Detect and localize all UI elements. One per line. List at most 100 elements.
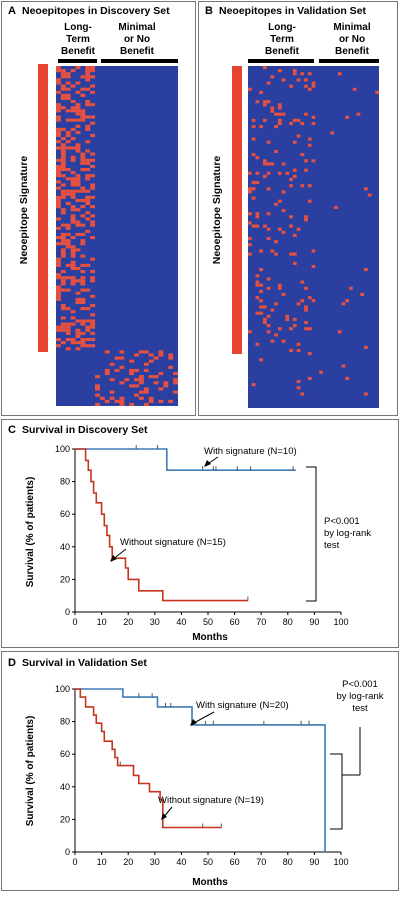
heatmap-cell <box>80 276 86 280</box>
heatmap-cell <box>129 359 135 363</box>
heatmap-cell <box>143 390 149 394</box>
heatmap-cell <box>307 137 312 141</box>
heatmap-cell <box>65 239 71 243</box>
heatmap-cell <box>281 339 286 343</box>
heatmap-cell <box>75 341 81 345</box>
heatmap-cell <box>270 339 275 343</box>
heatmap-cell <box>75 319 81 323</box>
heatmap-cell <box>65 189 71 193</box>
heatmap-cell <box>262 224 267 228</box>
heatmap-cell <box>143 368 149 372</box>
heatmap-cell <box>56 174 61 178</box>
heatmap-cell <box>75 266 81 270</box>
heatmap-cell <box>95 393 100 397</box>
heatmap-cell <box>56 325 61 329</box>
heatmap-cell <box>85 195 91 199</box>
heatmap-cell <box>70 146 76 150</box>
heatmap-cell <box>60 251 66 255</box>
panel-d-pvalue-l2: by log-rank <box>337 691 384 702</box>
heatmap-cell <box>364 268 368 272</box>
heatmap-cell <box>300 184 305 188</box>
heatmap-cell <box>56 217 61 221</box>
heatmap-cell <box>277 327 282 331</box>
heatmap-cell <box>255 283 260 287</box>
panel-d-xlabel: Months <box>192 877 228 888</box>
heatmap-cell <box>60 69 66 73</box>
heatmap-cell <box>248 252 252 256</box>
heatmap-cell <box>90 84 96 88</box>
heatmap-cell <box>248 237 252 241</box>
heatmap-cell <box>85 103 91 107</box>
heatmap-cell <box>251 187 256 191</box>
heatmap-cell <box>277 121 282 126</box>
heatmap-cell <box>60 84 66 88</box>
heatmap-cell <box>85 149 91 153</box>
heatmap-cell <box>90 186 96 190</box>
heatmap-cell <box>60 307 66 311</box>
heatmap-cell <box>277 227 282 231</box>
heatmap-cell <box>90 322 96 326</box>
heatmap-cell <box>90 304 96 308</box>
heatmap-cell <box>289 177 293 182</box>
heatmap-cell <box>70 84 76 88</box>
heatmap-cell <box>143 402 149 406</box>
heatmap-cell <box>85 325 91 329</box>
heatmap-cell <box>289 224 293 228</box>
x-tick-label: 40 <box>176 617 186 627</box>
heatmap-cell <box>95 387 100 391</box>
panel-d-with-label: With signature (N=20) <box>196 700 289 711</box>
panel-b-group1-l1: Long- <box>268 22 296 33</box>
heatmap-cell <box>168 356 174 360</box>
heatmap-cell <box>289 184 293 188</box>
heatmap-cell <box>65 276 71 280</box>
heatmap-cell <box>75 347 81 351</box>
heatmap-cell <box>296 302 301 306</box>
heatmap-cell <box>75 106 81 110</box>
heatmap-cell <box>364 187 368 191</box>
panel-b-signature-bar <box>232 66 242 354</box>
panel-b-group2-bracket <box>319 59 379 63</box>
y-tick-label: 100 <box>55 684 70 694</box>
heatmap-cell <box>360 292 365 297</box>
heatmap-cell <box>60 137 66 141</box>
heatmap-cell <box>60 325 66 329</box>
panel-a-frame <box>1 1 196 416</box>
x-tick-label: 50 <box>203 617 213 627</box>
heatmap-cell <box>114 368 120 372</box>
heatmap-cell <box>277 283 282 287</box>
heatmap-cell <box>292 261 297 265</box>
heatmap-cell <box>56 226 61 230</box>
heatmap-cell <box>60 75 66 79</box>
heatmap-cell <box>352 87 357 91</box>
heatmap-cell <box>259 90 263 94</box>
x-tick-label: 70 <box>256 617 266 627</box>
heatmap-cell <box>70 220 76 224</box>
heatmap-cell <box>70 177 76 181</box>
heatmap-cell <box>70 180 76 184</box>
heatmap-cell <box>56 198 61 202</box>
heatmap-cell <box>304 168 308 172</box>
heatmap-cell <box>80 279 86 283</box>
heatmap-cell <box>173 390 178 394</box>
heatmap-cell <box>65 93 71 97</box>
heatmap-cell <box>60 149 66 153</box>
heatmap-cell <box>307 199 312 203</box>
heatmap-cell <box>85 100 91 104</box>
heatmap-cell <box>307 327 312 331</box>
heatmap-cell <box>300 121 305 126</box>
heatmap-cell <box>262 100 267 104</box>
heatmap-cell <box>80 198 86 202</box>
heatmap-cell <box>255 100 260 104</box>
x-tick-label: 90 <box>309 617 319 627</box>
panel-b-group2-l3: Benefit <box>335 46 370 57</box>
heatmap-cell <box>90 103 96 107</box>
heatmap-cell <box>285 171 290 175</box>
x-tick-label: 100 <box>333 617 348 627</box>
heatmap-cell <box>85 124 91 128</box>
heatmap-cell <box>80 168 86 172</box>
heatmap-cell <box>109 378 115 382</box>
heatmap-cell <box>319 370 323 374</box>
heatmap-cell <box>56 276 61 280</box>
x-tick-label: 60 <box>230 617 240 627</box>
x-tick-label: 80 <box>283 857 293 867</box>
